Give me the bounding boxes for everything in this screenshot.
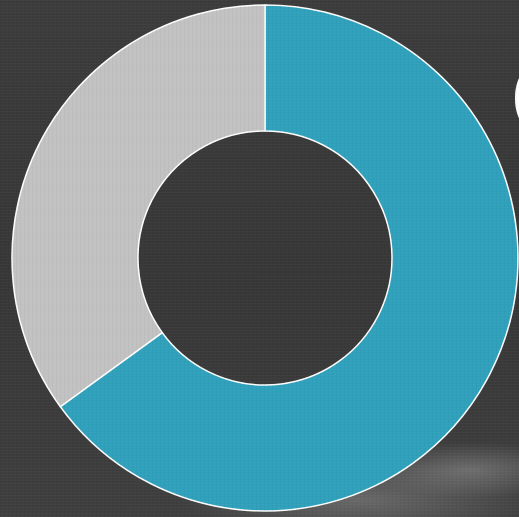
donut-slice-2 bbox=[11, 4, 266, 408]
cropped-title-text: ( bbox=[512, 64, 519, 124]
donut-slice-1 bbox=[59, 4, 519, 512]
